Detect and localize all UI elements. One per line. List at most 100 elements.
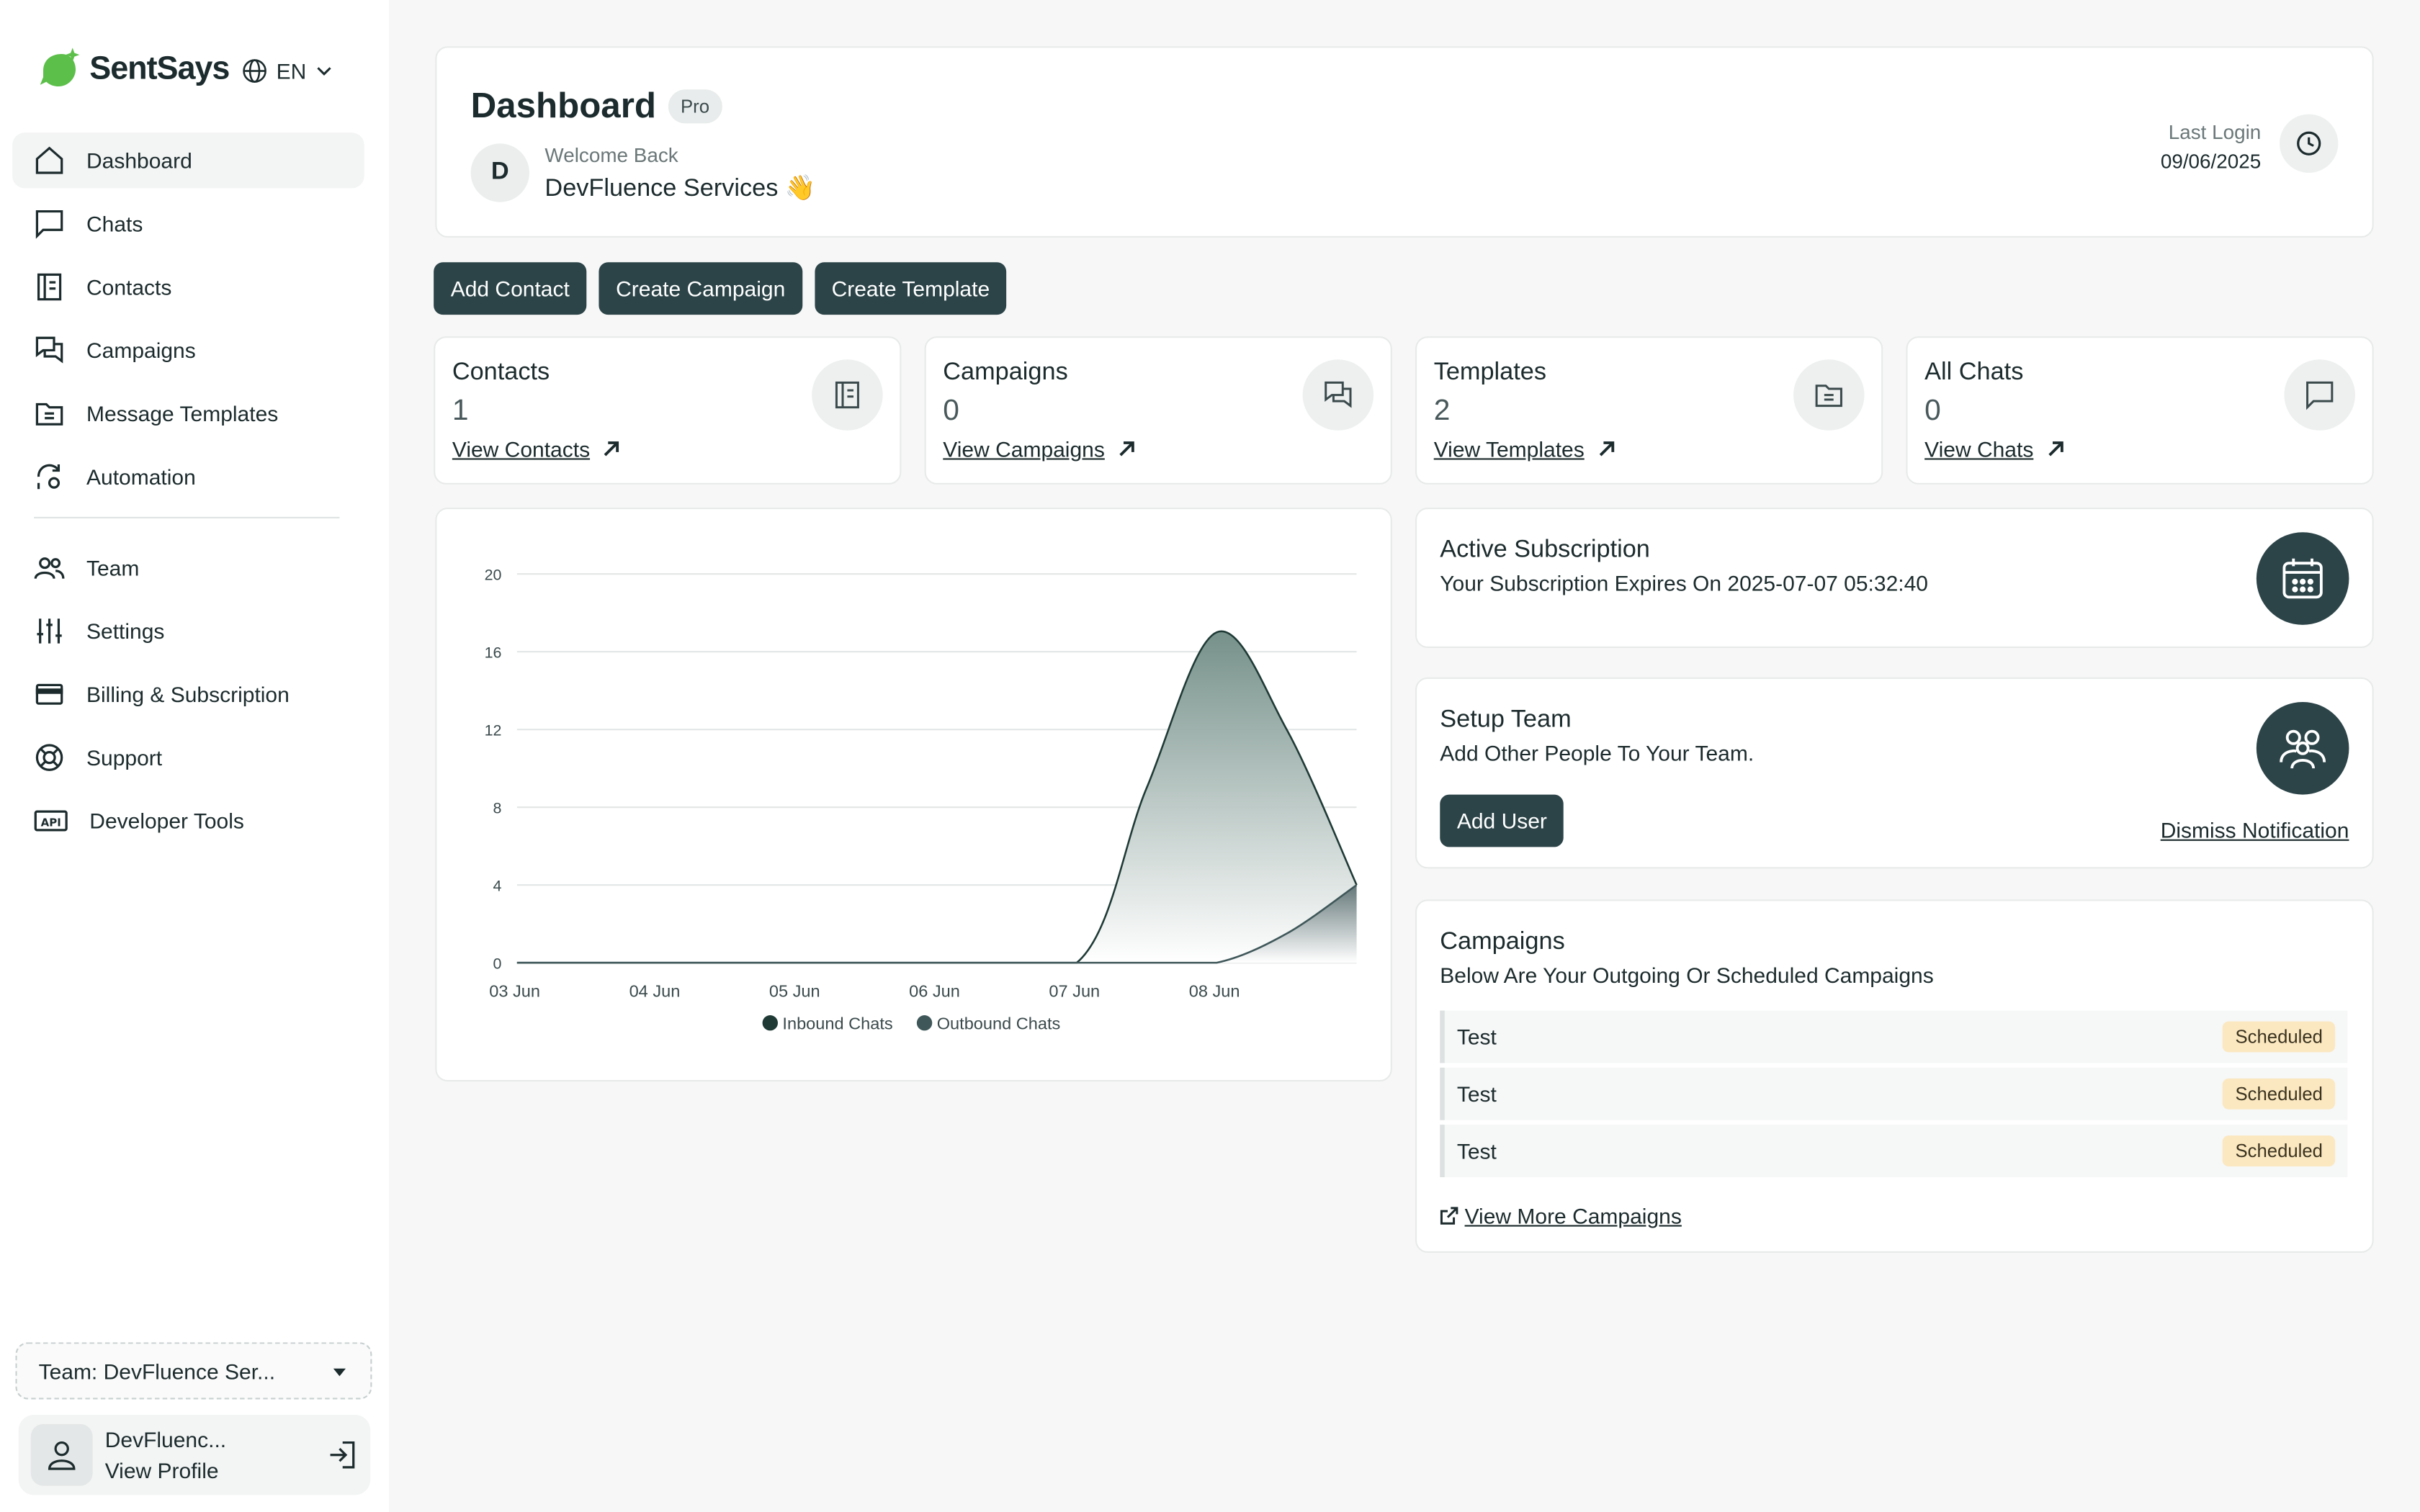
stat-title: Templates	[1433, 359, 1546, 386]
sidebar-item-automation[interactable]: Automation	[12, 449, 364, 505]
legend-swatch	[762, 1015, 778, 1031]
add-user-button[interactable]: Add User	[1440, 794, 1564, 847]
leaf-logo-icon	[37, 46, 83, 92]
brand-name: SentSays	[89, 50, 230, 86]
arrow-up-right-icon	[604, 441, 619, 456]
y-tick-label: 8	[493, 800, 502, 817]
legend-label: Inbound Chats	[782, 1014, 892, 1032]
language-selector[interactable]: EN	[242, 58, 333, 84]
list-item[interactable]: Test Scheduled	[1440, 1010, 2348, 1063]
sidebar-item-team[interactable]: Team	[12, 540, 364, 595]
last-login-date: 09/06/2025	[2160, 149, 2262, 173]
setup-team-card: Setup Team Add Other People To Your Team…	[1415, 677, 2374, 869]
chat-icon	[2306, 381, 2334, 410]
stat-icon	[2284, 359, 2355, 431]
arrow-up-right-icon	[1119, 441, 1134, 456]
chevron-down-icon	[318, 67, 332, 76]
caret-down-icon	[333, 1367, 346, 1376]
sliders-icon	[37, 618, 62, 644]
status-badge: Scheduled	[2223, 1021, 2336, 1053]
campaigns-icon	[1325, 381, 1352, 408]
series-area-0	[516, 631, 1357, 963]
legend-swatch	[916, 1015, 933, 1031]
campaign-name: Test	[1456, 1138, 1497, 1164]
avatar: D	[470, 143, 529, 202]
view-contacts-link[interactable]: View Contacts	[452, 436, 621, 462]
sidebar-item-chats[interactable]: Chats	[12, 196, 364, 251]
history-button[interactable]	[2280, 114, 2339, 173]
sidebar-item-label: Campaigns	[86, 338, 196, 363]
sidebar-item-developer-tools[interactable]: API Developer Tools	[12, 793, 364, 848]
sidebar-item-label: Billing & Subscription	[86, 682, 290, 707]
sidebar-item-message-templates[interactable]: Message Templates	[12, 386, 364, 441]
card-icon	[35, 683, 63, 705]
team-select[interactable]: Team: DevFluence Ser...	[15, 1342, 372, 1400]
welcome-name: DevFluence Services 👋	[544, 176, 816, 202]
legend-label: Outbound Chats	[937, 1014, 1061, 1032]
setup-team-title: Setup Team	[1440, 706, 1572, 733]
subscription-title: Active Subscription	[1440, 536, 1650, 564]
logout-icon[interactable]	[327, 1439, 358, 1470]
folder-icon	[35, 402, 63, 426]
nav-divider	[34, 516, 340, 518]
contacts-book-icon	[37, 273, 62, 301]
lifebuoy-icon	[35, 744, 63, 771]
sidebar-item-settings[interactable]: Settings	[12, 603, 364, 659]
sidebar-item-billing[interactable]: Billing & Subscription	[12, 667, 364, 722]
sidebar-item-contacts[interactable]: Contacts	[12, 259, 364, 315]
campaigns-panel: Campaigns Below Are Your Outgoing Or Sch…	[1415, 899, 2374, 1253]
y-tick-label: 12	[485, 722, 502, 739]
campaigns-panel-text: Below Are Your Outgoing Or Scheduled Cam…	[1440, 963, 1934, 988]
y-tick-label: 0	[493, 955, 502, 973]
list-item[interactable]: Test Scheduled	[1440, 1125, 2348, 1177]
dashboard-header: Dashboard Pro D Welcome Back DevFluence …	[435, 46, 2374, 238]
view-campaigns-link[interactable]: View Campaigns	[943, 436, 1135, 462]
view-profile-link[interactable]: View Profile	[104, 1457, 219, 1483]
view-more-campaigns-link[interactable]: View More Campaigns	[1440, 1203, 1682, 1228]
sidebar-item-label: Automation	[86, 464, 196, 490]
x-tick-label: 07 Jun	[1049, 981, 1100, 1000]
sidebar-item-support[interactable]: Support	[12, 730, 364, 786]
list-item[interactable]: Test Scheduled	[1440, 1067, 2348, 1120]
stat-card-templates: Templates 2 View Templates	[1415, 336, 1883, 485]
brand-logo[interactable]: SentSays	[37, 46, 230, 92]
y-tick-label: 4	[493, 878, 502, 895]
dismiss-notification-link[interactable]: Dismiss Notification	[2160, 817, 2349, 842]
profile-name: DevFluenc...	[104, 1427, 227, 1452]
series-line-1	[516, 884, 1358, 964]
sidebar-item-campaigns[interactable]: Campaigns	[12, 323, 364, 378]
api-icon: API	[34, 810, 68, 832]
globe-icon	[243, 59, 266, 83]
clock-icon	[2297, 131, 2321, 156]
quick-actions: Add Contact Create Campaign Create Templ…	[434, 262, 1007, 315]
view-chats-link[interactable]: View Chats	[1924, 436, 2064, 462]
create-campaign-button[interactable]: Create Campaign	[599, 262, 802, 315]
arrow-up-right-icon	[2048, 441, 2063, 456]
plan-badge: Pro	[668, 89, 722, 124]
sidebar-item-dashboard[interactable]: Dashboard	[12, 132, 364, 189]
stat-value: 0	[1924, 395, 1941, 428]
sidebar-nav: Dashboard Chats Contacts Campaigns Messa…	[12, 132, 364, 856]
sidebar-item-label: Message Templates	[86, 401, 279, 426]
create-template-button[interactable]: Create Template	[814, 262, 1007, 315]
team-select-value: Team: DevFluence Ser...	[38, 1358, 276, 1384]
last-login-label: Last Login	[2168, 120, 2262, 144]
campaign-name: Test	[1456, 1081, 1497, 1107]
x-tick-label: 03 Jun	[489, 981, 540, 1000]
x-tick-label: 06 Jun	[909, 981, 960, 1000]
calendar-icon	[2282, 558, 2323, 599]
add-contact-button[interactable]: Add Contact	[434, 262, 587, 315]
chats-chart: 0 4 8 12 16 20 03 Jun 04 Jun 05 Jun 06 Jun 07 Jun…	[485, 567, 1358, 1032]
campaign-name: Test	[1456, 1024, 1497, 1050]
stat-title: All Chats	[1924, 359, 2024, 386]
stat-card-all-chats: All Chats 0 View Chats	[1906, 336, 2374, 485]
stat-icon	[812, 359, 883, 431]
chat-icon	[35, 210, 63, 239]
sidebar-item-label: Settings	[86, 618, 165, 644]
stat-card-contacts: Contacts 1 View Contacts	[434, 336, 902, 485]
profile-card[interactable]: DevFluenc... View Profile	[18, 1414, 371, 1495]
view-templates-link[interactable]: View Templates	[1434, 436, 1615, 462]
stat-icon	[1793, 359, 1865, 431]
series-area-1	[516, 885, 1357, 963]
status-badge: Scheduled	[2223, 1135, 2336, 1166]
